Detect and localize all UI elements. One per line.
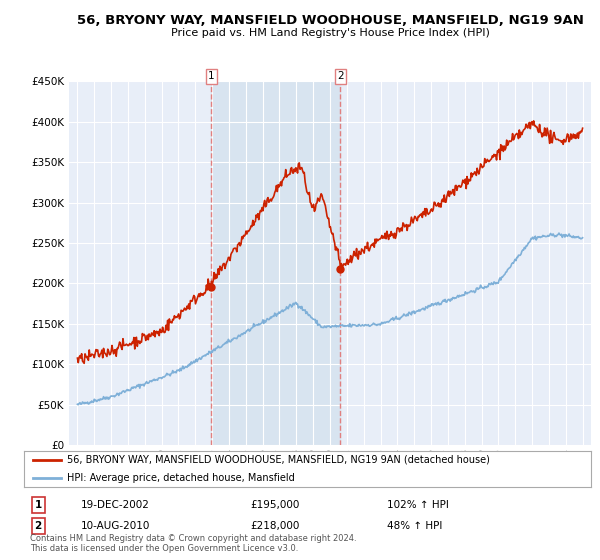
Text: 48% ↑ HPI: 48% ↑ HPI [387, 521, 442, 531]
Text: Price paid vs. HM Land Registry's House Price Index (HPI): Price paid vs. HM Land Registry's House … [170, 28, 490, 38]
Text: Contains HM Land Registry data © Crown copyright and database right 2024.
This d: Contains HM Land Registry data © Crown c… [29, 534, 356, 553]
Text: 1: 1 [35, 500, 42, 510]
Text: 56, BRYONY WAY, MANSFIELD WOODHOUSE, MANSFIELD, NG19 9AN: 56, BRYONY WAY, MANSFIELD WOODHOUSE, MAN… [77, 14, 583, 27]
Bar [211, 81, 340, 445]
Text: £195,000: £195,000 [251, 500, 300, 510]
Text: 2: 2 [35, 521, 42, 531]
Text: £218,000: £218,000 [251, 521, 300, 531]
Text: 1: 1 [208, 71, 215, 81]
Text: 56, BRYONY WAY, MANSFIELD WOODHOUSE, MANSFIELD, NG19 9AN (detached house): 56, BRYONY WAY, MANSFIELD WOODHOUSE, MAN… [67, 455, 490, 465]
Text: 102% ↑ HPI: 102% ↑ HPI [387, 500, 449, 510]
Text: 10-AUG-2010: 10-AUG-2010 [80, 521, 150, 531]
Text: HPI: Average price, detached house, Mansfield: HPI: Average price, detached house, Mans… [67, 473, 294, 483]
Text: 19-DEC-2002: 19-DEC-2002 [80, 500, 149, 510]
Text: 2: 2 [337, 71, 344, 81]
